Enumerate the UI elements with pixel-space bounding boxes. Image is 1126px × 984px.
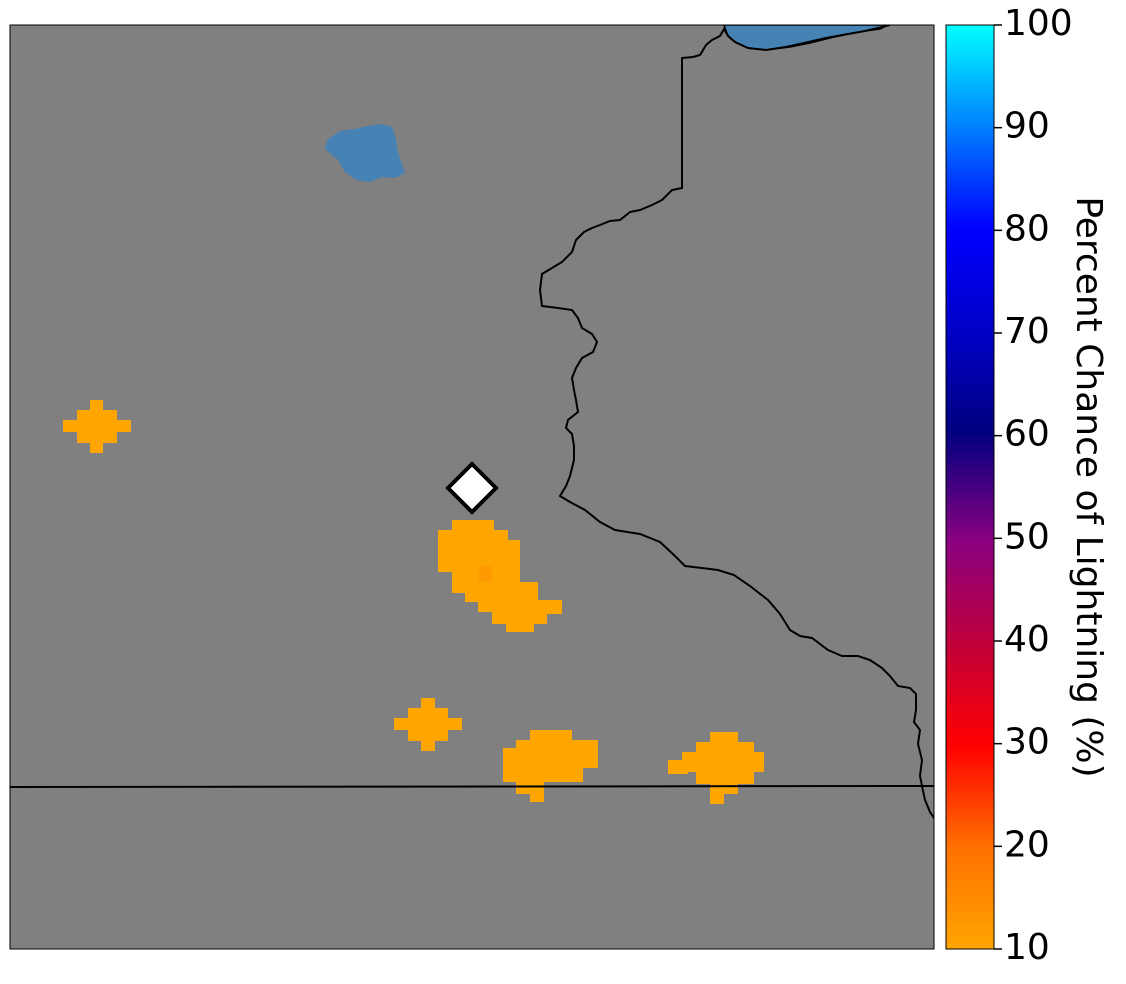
colorbar-ticks: 10 20 30 40 50 60 70 80 90 100 xyxy=(994,3,1073,968)
lightning-cell xyxy=(63,420,131,432)
lightning-cell-peak xyxy=(479,566,492,582)
map-panel xyxy=(10,25,934,949)
lightning-cell xyxy=(682,752,764,772)
colorbar-tick-label: 40 xyxy=(1004,619,1050,660)
colorbar-tick-label: 80 xyxy=(1004,208,1050,249)
colorbar-tick-label: 50 xyxy=(1004,516,1050,557)
lightning-cell xyxy=(710,790,724,804)
lightning-cell xyxy=(668,760,688,774)
colorbar-tick-label: 90 xyxy=(1004,106,1050,147)
lake-water xyxy=(325,124,405,182)
colorbar-tick-label: 30 xyxy=(1004,722,1050,763)
colorbar-tick-label: 70 xyxy=(1004,311,1050,352)
lightning-probability-cells xyxy=(63,400,764,804)
map-frame xyxy=(9,24,935,950)
location-diamond-marker xyxy=(445,461,499,515)
colorbar-tick-label: 60 xyxy=(1004,414,1050,455)
colorbar: 10 20 30 40 50 60 70 80 90 100 Percent Chance of … xyxy=(945,3,1109,968)
colorbar-title: Percent Chance of Lightning (%) xyxy=(1068,196,1109,777)
colorbar-tick-label: 100 xyxy=(1004,3,1073,44)
state-border-line xyxy=(10,785,934,788)
colorbar-tick-label: 20 xyxy=(1004,824,1050,865)
lightning-cell xyxy=(503,748,583,782)
state-border-line xyxy=(538,25,934,819)
lightning-cell xyxy=(530,790,544,802)
colorbar-gradient xyxy=(945,24,995,950)
lightning-cell xyxy=(506,612,534,632)
colorbar-tick-label: 10 xyxy=(1004,927,1050,968)
lightning-cell xyxy=(534,600,562,614)
lightning-cell xyxy=(394,718,462,730)
